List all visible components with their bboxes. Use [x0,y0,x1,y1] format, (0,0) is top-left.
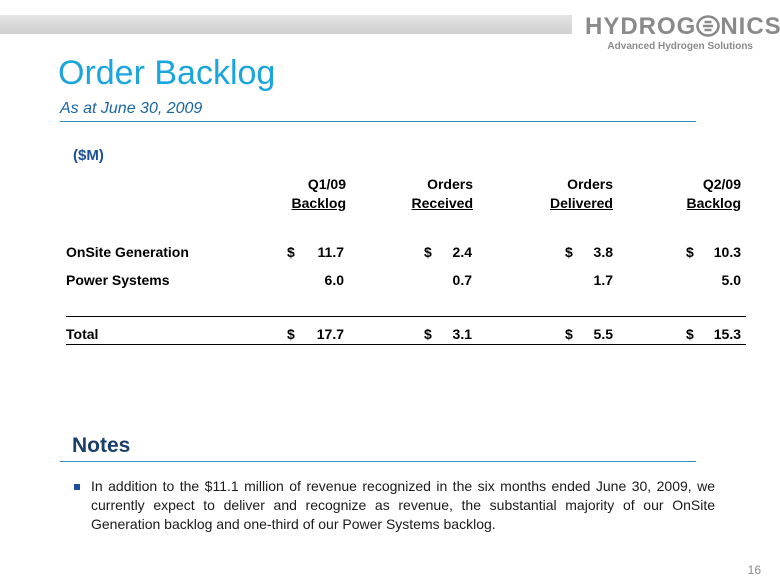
page-number: 16 [747,563,761,577]
notes-heading: Notes [72,434,131,457]
column-header-orders-delivered: Orders Delivered [549,176,613,211]
row-label-onsite-generation: OnSite Generation [66,244,189,260]
title-divider [60,121,696,122]
column-header-q1-backlog: Q1/09 Backlog [291,176,346,211]
header-bar [0,15,572,34]
row-label-total: Total [66,326,99,342]
total-divider-top [66,316,746,317]
page-title: Order Backlog [58,54,276,92]
total-divider-bottom [66,344,746,345]
logo-e-ring-icon [696,15,721,37]
column-header-q2-backlog: Q2/09 Backlog [686,176,741,211]
logo-tagline: Advanced Hydrogen Solutions [607,41,753,52]
column-header-orders-received: Orders Received [411,176,473,211]
note-text: In addition to the $11.1 million of reve… [91,478,715,532]
company-logo: HYDROG NICS Advanced Hydrogen Solutions [585,12,780,53]
bullet-square-icon [74,484,80,490]
units-label: ($M) [73,147,104,164]
page-subtitle: As at June 30, 2009 [60,100,203,117]
notes-divider [60,461,696,462]
row-label-power-systems: Power Systems [66,272,170,288]
logo-wordmark: HYDROG NICS [585,13,780,40]
